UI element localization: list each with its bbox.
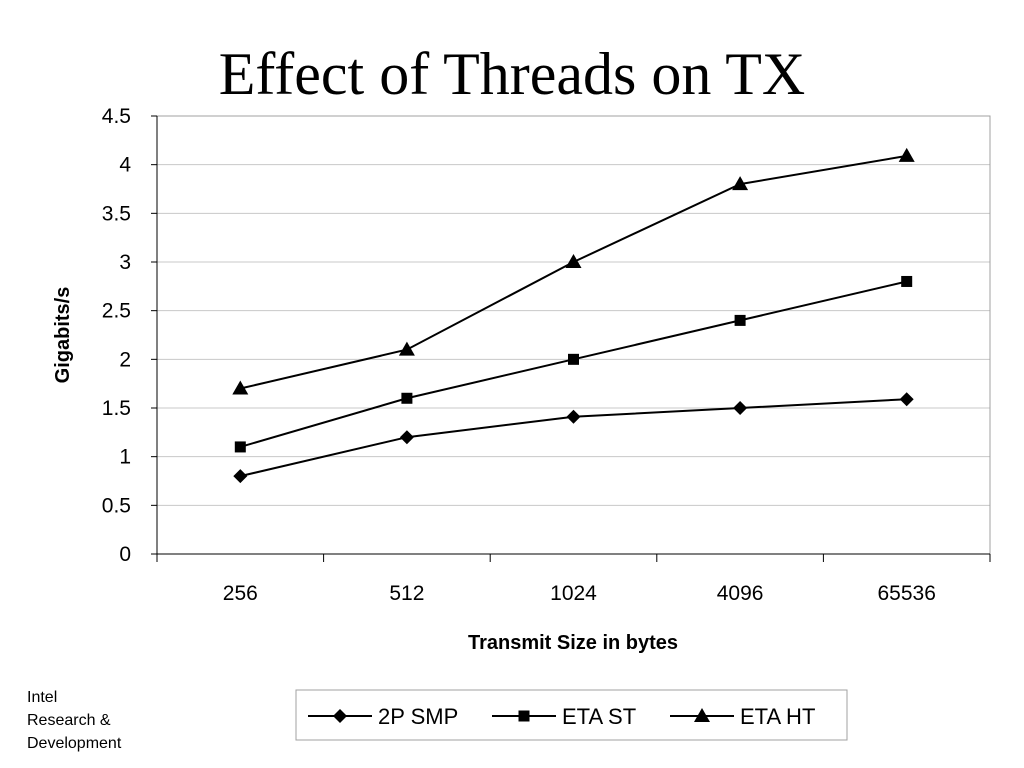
- y-axis: 0 0.5 1 1.5 2 2.5 3 3.5 4 4.5: [102, 105, 158, 566]
- legend-label-eta-st: ETA ST: [562, 704, 636, 729]
- y-tick-label: 0: [119, 543, 131, 566]
- data-point-2p-smp: [899, 392, 914, 407]
- data-point-eta-ht: [898, 147, 915, 162]
- x-axis: 256 512 1024 4096 65536: [156, 553, 991, 605]
- footer-logo-text: Intel Research & Development: [27, 686, 121, 755]
- gridlines: [157, 115, 990, 506]
- data-point-eta-st: [401, 392, 413, 404]
- data-point-eta-ht: [732, 176, 749, 191]
- legend-label-eta-ht: ETA HT: [740, 704, 815, 729]
- data-point-2p-smp: [566, 409, 581, 424]
- data-point-2p-smp: [233, 469, 248, 484]
- legend: 2P SMP ETA ST ETA HT: [308, 704, 815, 729]
- data-point-eta-st: [568, 353, 579, 365]
- data-point-eta-st: [234, 441, 246, 453]
- data-point-eta-ht: [565, 254, 582, 268]
- data-point-2p-smp: [399, 430, 414, 445]
- footer-line: Research &: [27, 712, 111, 729]
- x-tick-label: 1024: [550, 582, 597, 605]
- y-tick-label: 4: [119, 154, 131, 177]
- data-point-2p-smp: [733, 401, 748, 415]
- series-markers: [232, 147, 915, 484]
- footer-line: Development: [27, 735, 122, 752]
- slide-title: Effect of Threads on TX: [218, 41, 806, 107]
- data-point-eta-ht: [398, 341, 415, 356]
- x-axis-label: Transmit Size in bytes: [468, 632, 678, 654]
- y-tick-label: 3.5: [102, 202, 131, 225]
- x-tick-label: 256: [223, 582, 258, 605]
- y-tick-label: 4.5: [102, 105, 131, 128]
- legend-marker-2p-smp: [333, 709, 347, 723]
- y-axis-label: Gigabits/s: [52, 287, 74, 384]
- series-lines: [240, 154, 907, 478]
- x-tick-label: 65536: [877, 582, 935, 605]
- y-tick-label: 2.5: [102, 300, 131, 323]
- y-tick-label: 1: [119, 446, 131, 469]
- data-point-eta-st: [901, 275, 913, 287]
- legend-marker-eta-st: [518, 710, 530, 722]
- data-point-eta-ht: [232, 380, 249, 395]
- data-point-eta-st: [734, 314, 746, 326]
- footer-line: Intel: [27, 689, 58, 706]
- legend-label-2p-smp: 2P SMP: [378, 704, 458, 729]
- y-tick-label: 3: [119, 251, 131, 274]
- x-tick-label: 512: [389, 582, 424, 605]
- plot-area-border: [156, 115, 991, 555]
- x-tick-label: 4096: [717, 582, 764, 605]
- y-tick-label: 0.5: [102, 494, 131, 517]
- legend-box: [295, 689, 848, 741]
- y-tick-label: 2: [119, 348, 131, 371]
- y-tick-label: 1.5: [102, 397, 131, 420]
- legend-marker-eta-ht: [694, 708, 710, 722]
- series-line-eta-ht: [240, 154, 907, 390]
